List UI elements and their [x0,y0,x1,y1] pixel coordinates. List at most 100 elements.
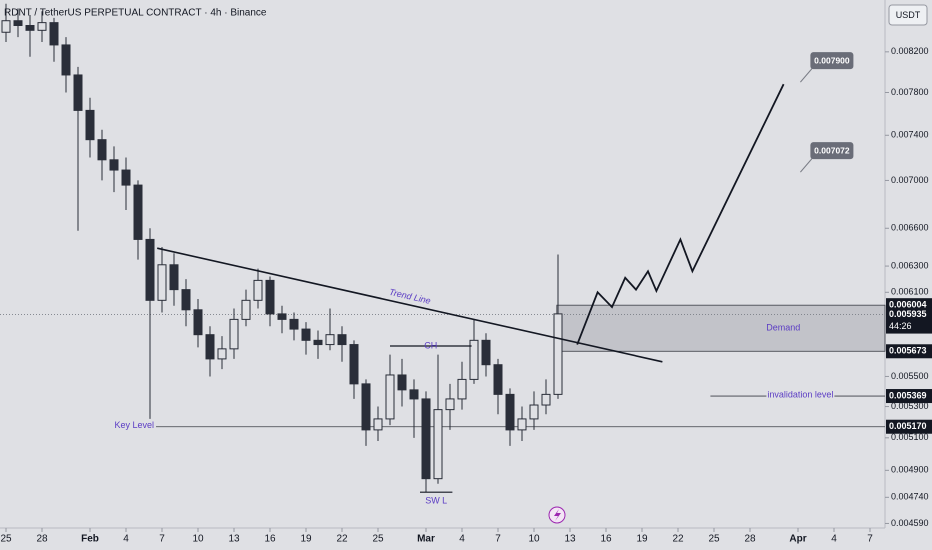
x-tick-label: 13 [564,534,576,545]
x-tick-label: 10 [192,534,204,545]
candle-body [505,393,515,431]
candle-body [205,334,215,360]
candle-body [469,339,479,380]
y-tick-label: 0.005300 [891,401,929,411]
y-tick-label: 0.008200 [891,46,929,56]
y-tick-label: 0.004590 [891,518,929,528]
candle-body [241,299,251,320]
y-tick-label: 0.006300 [891,260,929,270]
candle-body [517,418,527,431]
candle-body [97,139,107,161]
candle-body [553,313,563,395]
x-tick-label: 19 [300,534,312,545]
target-badge [810,52,854,70]
candle-body [385,374,395,420]
candle-body [445,398,455,411]
level-label: invalidation level [767,389,833,399]
target-pointer [800,157,813,173]
candle-body [529,404,539,420]
price-badge-label: 0.005170 [889,421,927,431]
x-tick-label: Apr [789,534,806,545]
level-label: Key Level [114,420,154,430]
candle-body [493,364,503,395]
candle-body [133,184,143,240]
x-tick-label: 22 [672,534,684,545]
x-tick-label: 16 [600,534,612,545]
structure-label: SW L [425,496,447,506]
x-tick-label: 10 [528,534,540,545]
candle-body [49,22,59,46]
price-badge-label: 0.006004 [889,300,927,310]
candle-body [349,344,359,385]
demand-zone [556,304,886,352]
candle-body [373,418,383,431]
candle-body [541,393,551,406]
candle-body [481,339,491,366]
candle-body [433,409,443,480]
y-tick-label: 0.007000 [891,175,929,185]
x-tick-label: 4 [123,534,129,545]
price-badge [886,389,932,404]
x-tick-label: Feb [81,534,99,545]
currency: USDT [896,10,921,20]
event-icon-bolt [554,509,561,521]
currency-box[interactable] [888,4,928,26]
x-tick-label: 13 [228,534,240,545]
candle-body [181,289,191,311]
x-tick-label: 25 [708,534,720,545]
x-tick-label: 4 [459,534,465,545]
candle-body [253,279,263,301]
candle-body [265,279,275,315]
zone-label: Demand [766,323,800,333]
chart-title: RDNT / TetherUS PERPETUAL CONTRACT · 4h … [4,8,267,19]
candle-body [397,374,407,391]
y-tick-label: 0.007800 [891,87,929,97]
x-tick-label: Mar [417,534,435,545]
candle-body [409,389,419,400]
y-tick-label: 0.006100 [891,287,929,297]
price-badge-label: 0.005369 [889,390,927,400]
candle-body [13,20,23,27]
price-badge-label: 0.005673 [889,346,927,356]
x-tick-label: 7 [495,534,501,545]
price-badge-timer: 44:26 [889,321,912,331]
candle-body [61,44,71,76]
candle-body [157,264,167,301]
candle-body [361,383,371,431]
x-tick-label: 25 [0,534,12,545]
candle-body [217,348,227,360]
candle-body [301,328,311,341]
candle-body [457,378,467,400]
x-tick-label: 25 [372,534,384,545]
projection-path [576,83,785,345]
target-label: 0.007900 [814,55,850,65]
candle-body [73,74,83,111]
y-tick-label: 0.006600 [891,223,929,233]
x-tick-label: 16 [264,534,276,545]
candle-body [145,238,155,301]
candle-body [229,318,239,350]
price-badge-label: 0.005935 [889,309,927,319]
y-tick-label: 0.007400 [891,130,929,140]
structure-label: CH [424,340,437,350]
target-label: 0.007072 [814,145,850,155]
candle-body [1,20,11,33]
y-tick-label: 0.004900 [891,465,929,475]
candle-body [325,334,335,346]
candle-body [121,169,131,186]
candle-body [277,313,287,320]
x-tick-label: 7 [867,534,873,545]
candle-body [85,109,95,141]
target-badge [810,142,854,160]
candle-body [337,334,347,346]
price-badge [886,419,932,434]
candle-body [37,22,47,31]
x-tick-label: 22 [336,534,348,545]
candle-body [421,398,431,480]
x-tick-label: 28 [744,534,756,545]
candle-body [289,318,299,330]
x-tick-label: 4 [831,534,837,545]
x-tick-label: 28 [36,534,48,545]
